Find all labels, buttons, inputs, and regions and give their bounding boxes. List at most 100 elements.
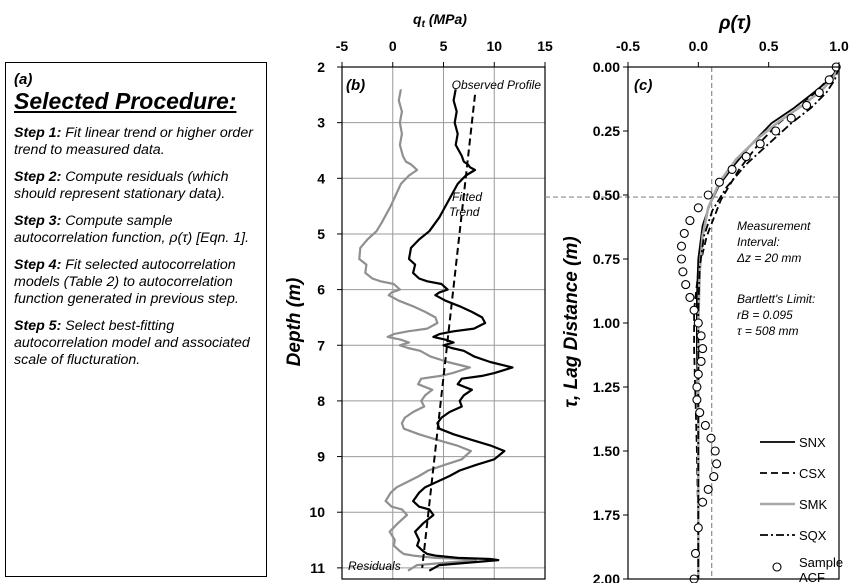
series-sample-acf-point <box>693 203 703 213</box>
step-4: Step 4: Fit selected autocorrelation mod… <box>14 257 258 308</box>
series-csx <box>693 66 840 579</box>
chart-b-series <box>358 89 514 572</box>
series-sample-acf-point <box>700 420 710 430</box>
chart-b-y-tick-label: 6 <box>317 282 325 298</box>
chart-b: -5 0 5 10 15 2 3 4 5 6 7 8 9 10 11 qt (MPa) Depth (m)… <box>284 11 553 580</box>
chart-b-y-tick-label: 10 <box>309 504 325 520</box>
procedure-box: (a) Selected Procedure: Step 1: Fit line… <box>5 62 267 577</box>
chart-c-y-tick-label: 0.50 <box>593 187 620 203</box>
chart-b-y-tick-label: 7 <box>317 337 325 353</box>
chart-c-annotation: Measurement Interval: Δz = 20 mm Bartlet… <box>736 219 815 338</box>
annotation-measurement: Measurement <box>737 219 811 233</box>
series-sample-acf-point <box>703 484 713 494</box>
series-sample-acf-point <box>727 164 737 174</box>
panel-a-label: (a) <box>14 71 33 88</box>
step-1: Step 1: Fit linear trend or higher order… <box>14 125 258 159</box>
chart-c-x-tick-label: 1.0 <box>829 38 849 54</box>
annotation-interval: Interval: <box>737 235 780 249</box>
step-3-text: Compute sample autocorrelation function,… <box>14 213 250 246</box>
series-sample-acf-point <box>678 267 688 277</box>
chart-b-y-tick-label: 4 <box>317 170 325 186</box>
legend-label: SNX <box>799 435 826 450</box>
series-sample-acf-point <box>824 75 834 85</box>
step-5: Step 5: Select best-fitting autocorrelat… <box>14 318 258 369</box>
procedure-heading: Selected Procedure: <box>14 88 237 114</box>
chart-b-x-tick-label: 5 <box>440 38 448 54</box>
step-1-text: Fit linear trend or higher order trend t… <box>14 125 253 158</box>
series-sample-acf-point <box>703 190 713 200</box>
chart-c-xlabel: ρ(τ) <box>718 13 751 34</box>
chart-c-y-ticks: 0.00 0.25 0.50 0.75 1.00 1.25 1.50 1.75 2.00 <box>593 59 628 583</box>
step-5-text: Select best-fitting autocorrelation mode… <box>14 318 250 368</box>
annotation-dz: Δz = 20 mm <box>736 251 801 265</box>
annotation-fitted: Fitted <box>452 190 482 204</box>
chart-c-y-tick-label: 1.75 <box>593 507 620 523</box>
series-sample-acf-point <box>692 395 702 405</box>
chart-c-reference-lines <box>545 67 839 579</box>
series-sample-acf-point <box>706 433 716 443</box>
series-sample-acf-point <box>710 446 720 456</box>
chart-b-x-ticks: -5 0 5 10 15 <box>336 38 553 67</box>
series-sample-acf-point <box>693 369 703 379</box>
chart-b-y-tick-label: 5 <box>317 226 325 242</box>
chart-c-y-tick-label: 1.00 <box>593 315 620 331</box>
series-sample-acf-point <box>685 216 695 226</box>
chart-c-x-ticks: -0.5 0.0 0.5 1.0 <box>616 38 849 67</box>
chart-b-x-tick-label: -5 <box>336 38 349 54</box>
chart-b-xlabel: qt (MPa) <box>413 11 467 30</box>
step-4-label: Step 4: <box>14 257 62 273</box>
chart-b-y-ticks: 2 3 4 5 6 7 8 9 10 11 <box>309 59 342 576</box>
chart-b-x-tick-label: 15 <box>537 38 553 54</box>
series-sample-acf-point <box>690 548 701 558</box>
series-sample-acf-point <box>676 241 687 251</box>
series-sqx <box>697 66 840 579</box>
series-sample-acf-point <box>771 126 781 136</box>
step-5-label: Step 5: <box>14 318 62 334</box>
legend-label: SMK <box>799 497 828 512</box>
chart-b-y-tick-label: 9 <box>317 449 325 465</box>
chart-c-panel-label: (c) <box>634 77 652 94</box>
series-sample-acf-point <box>681 280 691 290</box>
step-3: Step 3: Compute sample autocorrelation f… <box>14 213 258 247</box>
chart-b-y-tick-label: 11 <box>310 560 325 576</box>
chart-c-series <box>676 62 841 583</box>
chart-b-y-tick-label: 8 <box>317 393 325 409</box>
series-sample-acf-point <box>689 305 699 315</box>
chart-c-y-tick-label: 1.25 <box>593 379 620 395</box>
chart-b-x-tick-label: 10 <box>486 38 502 54</box>
chart-c-y-tick-label: 2.00 <box>593 571 620 583</box>
series-fitted-trend <box>421 94 476 569</box>
series-sample-acf-point <box>692 382 702 392</box>
series-sample-acf-point <box>786 113 796 123</box>
series-sample-acf-point <box>696 331 706 341</box>
annotation-rb: rB = 0.095 <box>737 308 793 322</box>
series-sample-acf-point <box>814 88 824 98</box>
chart-c-ylabel: τ, Lag Distance (m) <box>561 236 582 407</box>
chart-c-y-tick-label: 0.25 <box>593 123 620 139</box>
chart-b-y-tick-label: 3 <box>317 115 325 131</box>
step-4-text: Fit selected autocorrelation models (Tab… <box>14 257 239 307</box>
legend-label: CSX <box>799 466 826 481</box>
legend-label: Sample <box>799 555 843 570</box>
series-sample-acf-point <box>709 472 719 482</box>
series-sample-acf-point <box>755 139 765 149</box>
annotation-tau: τ = 508 mm <box>737 324 799 338</box>
series-sample-acf-point <box>696 356 706 366</box>
step-1-label: Step 1: <box>14 125 62 141</box>
step-2-label: Step 2: <box>14 169 62 185</box>
series-sample-acf-point <box>679 228 689 238</box>
series-residuals <box>358 89 478 572</box>
chart-c-x-tick-label: 0.0 <box>689 38 709 54</box>
step-2: Step 2: Compute residuals (which should … <box>14 169 258 203</box>
legend-swatch <box>772 562 782 572</box>
chart-c: -0.5 0.0 0.5 1.0 0.00 0.25 0.50 0.75 1.00 1.25 1.… <box>545 13 849 583</box>
series-sample-acf-point <box>714 177 724 187</box>
series-sample-acf-point <box>802 100 812 110</box>
step-3-label: Step 3: <box>14 213 62 229</box>
series-sample-acf-point <box>685 292 695 302</box>
chart-b-ylabel: Depth (m) <box>284 278 305 367</box>
series-sample-acf-point <box>698 497 708 507</box>
series-sample-acf-point <box>712 459 722 469</box>
chart-c-y-tick-label: 0.00 <box>593 59 620 75</box>
chart-c-y-tick-label: 1.50 <box>593 443 620 459</box>
